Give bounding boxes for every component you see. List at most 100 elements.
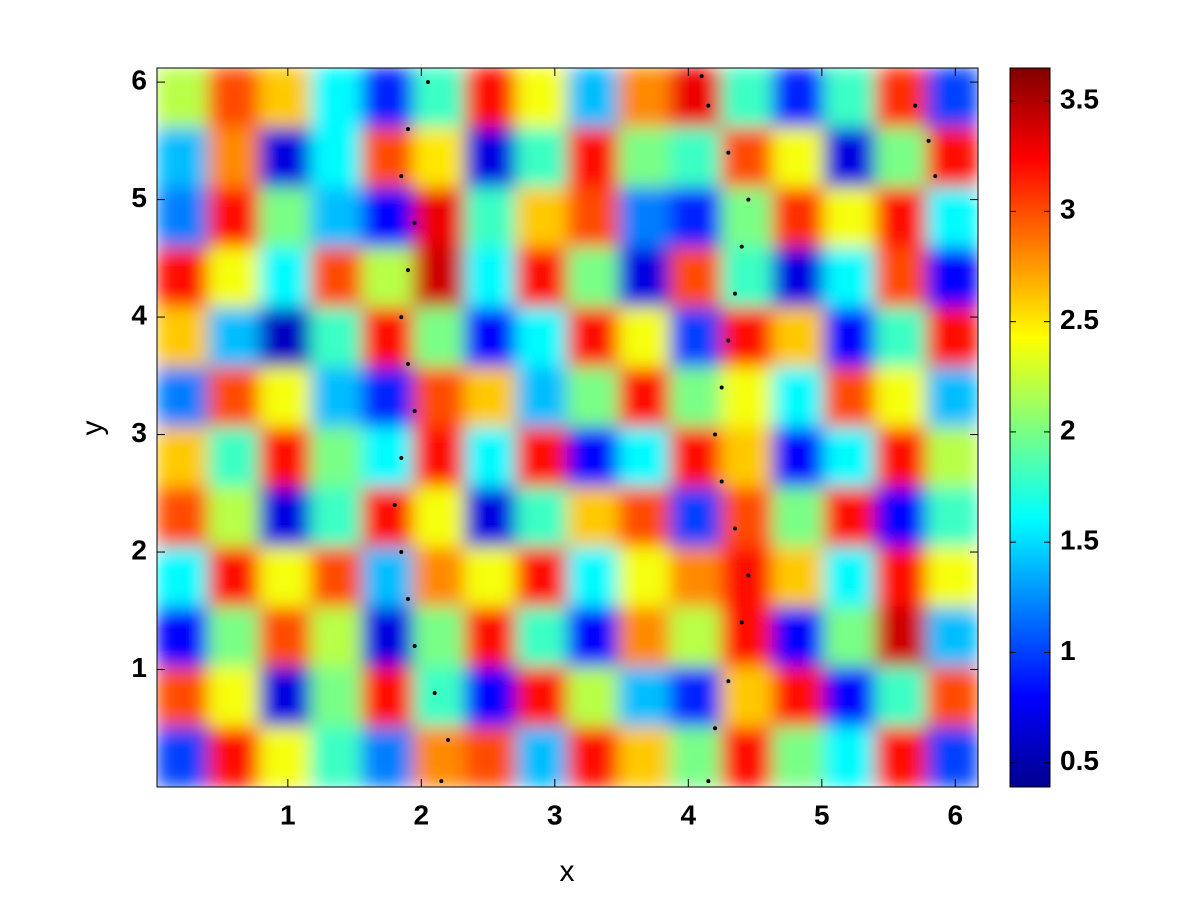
cell	[157, 247, 209, 309]
cell	[413, 546, 466, 608]
cell	[310, 427, 363, 488]
cell	[618, 68, 671, 129]
cell	[926, 666, 978, 728]
cell	[259, 247, 312, 309]
cell	[464, 546, 517, 608]
y-tick-label: 3	[131, 417, 147, 448]
cell	[720, 187, 774, 249]
cell	[157, 427, 209, 488]
cell	[259, 307, 312, 369]
cell	[567, 127, 620, 189]
cell	[772, 68, 825, 129]
field	[157, 68, 978, 787]
particle	[399, 456, 404, 461]
cell	[669, 606, 722, 668]
particles	[392, 74, 938, 784]
cell	[515, 427, 568, 488]
cell	[618, 726, 671, 787]
x-tick-label: 6	[948, 799, 964, 830]
cell	[310, 666, 363, 728]
cell	[772, 367, 825, 428]
cell	[874, 367, 928, 428]
particle	[733, 526, 738, 531]
cell	[361, 726, 415, 787]
cell	[874, 726, 928, 787]
cell	[823, 486, 876, 548]
cell	[464, 427, 517, 488]
y-tick-label: 4	[131, 299, 147, 330]
cell	[464, 247, 517, 309]
cell	[207, 546, 261, 608]
cell	[874, 127, 928, 189]
y-label: y	[76, 421, 109, 436]
cell	[720, 307, 774, 369]
y-tick-label: 5	[131, 182, 147, 213]
cell	[772, 726, 825, 787]
particle	[405, 127, 410, 132]
particle	[405, 268, 410, 273]
cell	[926, 606, 978, 668]
cell	[361, 666, 415, 728]
cell	[464, 68, 517, 129]
cell	[361, 68, 415, 129]
cell	[874, 606, 928, 668]
particle	[399, 174, 404, 179]
cell	[874, 307, 928, 369]
particle	[412, 409, 417, 414]
cell	[567, 427, 620, 488]
cell	[926, 486, 978, 548]
cell	[157, 486, 209, 548]
cell	[720, 427, 774, 488]
cell	[207, 127, 261, 189]
particle	[746, 573, 751, 578]
cell	[207, 666, 261, 728]
cell	[823, 427, 876, 488]
cell	[413, 247, 466, 309]
particle	[412, 644, 417, 649]
particle	[713, 432, 718, 437]
colorbar	[1009, 67, 1051, 788]
cell	[669, 546, 722, 608]
cell	[207, 187, 261, 249]
particle	[405, 362, 410, 367]
cell	[207, 307, 261, 369]
cell	[926, 546, 978, 608]
particle	[726, 338, 731, 343]
cell	[823, 247, 876, 309]
cell	[926, 427, 978, 488]
cell	[310, 127, 363, 189]
cell	[823, 666, 876, 728]
cell	[926, 68, 978, 129]
particle	[446, 738, 451, 743]
particle	[746, 197, 751, 202]
particle	[399, 550, 404, 555]
x-tick-label: 2	[414, 799, 430, 830]
cell	[259, 666, 312, 728]
cell	[157, 666, 209, 728]
cell	[207, 486, 261, 548]
cell	[515, 666, 568, 728]
cell	[823, 367, 876, 428]
cell	[259, 486, 312, 548]
cell	[259, 726, 312, 787]
x-label: x	[560, 855, 575, 888]
cell	[618, 486, 671, 548]
cell	[259, 187, 312, 249]
cell	[874, 187, 928, 249]
cell	[310, 68, 363, 129]
cell	[618, 187, 671, 249]
cell	[926, 187, 978, 249]
cell	[361, 187, 415, 249]
x-tick-label: 5	[814, 799, 830, 830]
cell	[310, 307, 363, 369]
cell	[669, 666, 722, 728]
cell	[567, 307, 620, 369]
particle	[739, 620, 744, 625]
colorbar-tick-label: 1	[1060, 635, 1076, 666]
cell	[464, 666, 517, 728]
cell	[413, 726, 466, 787]
particle	[719, 385, 724, 390]
cell	[669, 427, 722, 488]
cell	[207, 427, 261, 488]
cell	[310, 546, 363, 608]
